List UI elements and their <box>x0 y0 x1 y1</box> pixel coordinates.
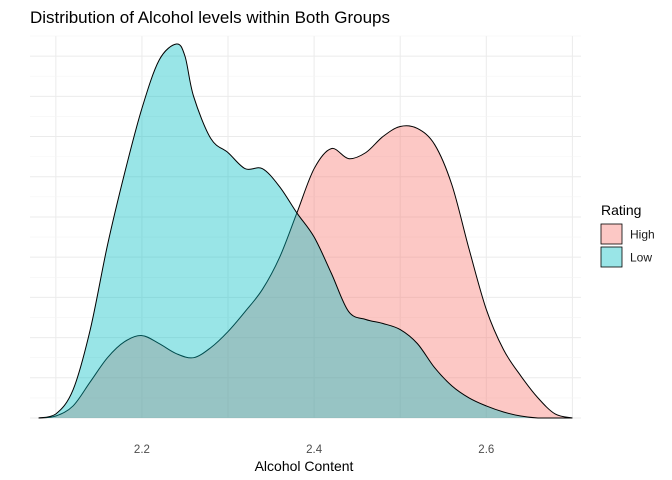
legend-key-high <box>600 223 623 245</box>
density-area-low <box>38 43 573 418</box>
x-tick-label: 2.6 <box>478 444 494 456</box>
density-outline-high <box>38 125 573 419</box>
x-axis-title: Alcohol Content <box>255 458 354 474</box>
legend-title: Rating <box>601 202 641 218</box>
legend: Rating High Low <box>600 202 655 268</box>
x-tick-label: 2.4 <box>306 444 323 456</box>
x-axis-ticks: 2.2 2.4 2.6 <box>134 444 494 456</box>
density-outline-low <box>38 43 573 419</box>
density-area-high <box>38 125 573 418</box>
density-areas <box>38 43 573 419</box>
legend-key-low <box>600 246 623 268</box>
x-tick-label: 2.2 <box>134 444 150 456</box>
grid-lines <box>30 35 581 419</box>
legend-label-low: Low <box>630 251 652 265</box>
chart-title: Distribution of Alcohol levels within Bo… <box>30 8 390 27</box>
legend-label-high: High <box>630 228 655 242</box>
